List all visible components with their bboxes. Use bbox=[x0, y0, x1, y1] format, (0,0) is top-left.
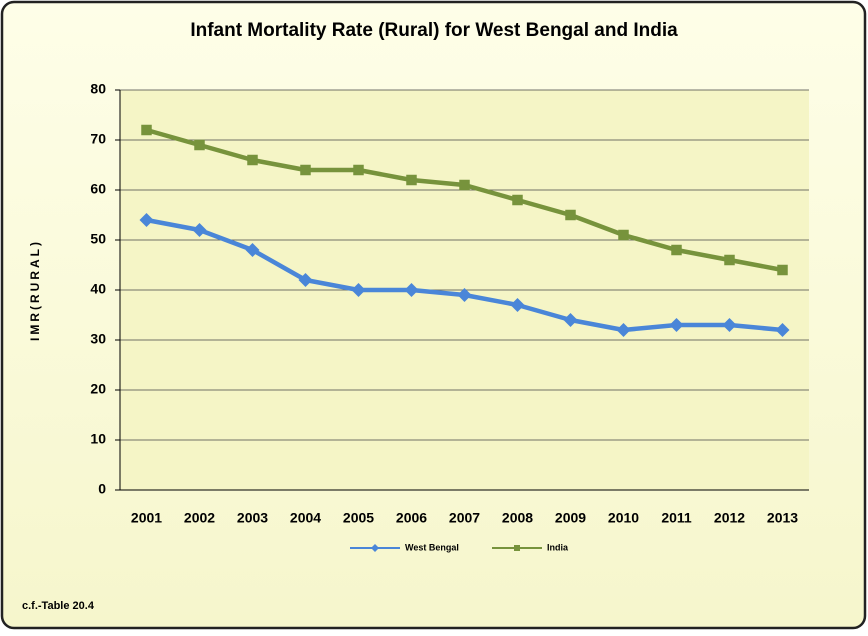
y-tick-label: 50 bbox=[90, 231, 106, 247]
y-tick-label: 20 bbox=[90, 381, 106, 397]
y-tick-label: 40 bbox=[90, 281, 106, 297]
point bbox=[724, 254, 735, 266]
x-tick-label: 2006 bbox=[396, 510, 427, 526]
x-tick-label: 2005 bbox=[343, 510, 374, 526]
x-tick-label: 2012 bbox=[714, 510, 745, 526]
point bbox=[245, 243, 260, 257]
y-tick-label: 0 bbox=[98, 481, 106, 497]
point bbox=[298, 273, 313, 287]
y-tick-label: 80 bbox=[90, 81, 106, 97]
x-tick-label: 2001 bbox=[131, 510, 162, 526]
point bbox=[618, 229, 629, 241]
x-tick-label: 2004 bbox=[290, 510, 321, 526]
x-tick-label: 2009 bbox=[555, 510, 586, 526]
y-axis-label: IMR(RURAL) bbox=[28, 239, 42, 341]
y-tick-label: 60 bbox=[90, 181, 106, 197]
point bbox=[300, 164, 311, 176]
point bbox=[777, 264, 788, 276]
point bbox=[141, 124, 152, 136]
point bbox=[459, 179, 470, 191]
x-tick-label: 2010 bbox=[608, 510, 639, 526]
x-tick-label: 2011 bbox=[661, 510, 692, 526]
point bbox=[565, 209, 576, 221]
point bbox=[247, 154, 258, 166]
point bbox=[616, 323, 631, 337]
point bbox=[512, 194, 523, 206]
point bbox=[139, 213, 154, 227]
chart-title: Infant Mortality Rate (Rural) for West B… bbox=[190, 20, 678, 41]
point bbox=[671, 244, 682, 256]
x-tick-label: 2003 bbox=[237, 510, 268, 526]
point bbox=[457, 288, 472, 302]
point bbox=[404, 283, 419, 297]
x-tick-label: 2007 bbox=[449, 510, 480, 526]
legend-label: West Bengal bbox=[405, 542, 459, 552]
point bbox=[406, 174, 417, 186]
point bbox=[722, 318, 737, 332]
point bbox=[669, 318, 684, 332]
point bbox=[563, 313, 578, 327]
point bbox=[510, 298, 525, 312]
legend-label: India bbox=[547, 542, 569, 552]
x-tick-label: 2008 bbox=[502, 510, 533, 526]
y-tick-label: 10 bbox=[90, 431, 106, 447]
legend-marker bbox=[371, 544, 379, 552]
y-tick-label: 30 bbox=[90, 331, 106, 347]
legend-marker bbox=[514, 545, 520, 551]
point bbox=[353, 164, 364, 176]
footnote: c.f.-Table 20.4 bbox=[22, 600, 95, 612]
point bbox=[194, 139, 205, 151]
point bbox=[351, 283, 366, 297]
point bbox=[775, 323, 790, 337]
x-tick-label: 2002 bbox=[184, 510, 215, 526]
x-tick-label: 2013 bbox=[767, 510, 798, 526]
point bbox=[192, 223, 207, 237]
y-tick-label: 70 bbox=[90, 131, 106, 147]
